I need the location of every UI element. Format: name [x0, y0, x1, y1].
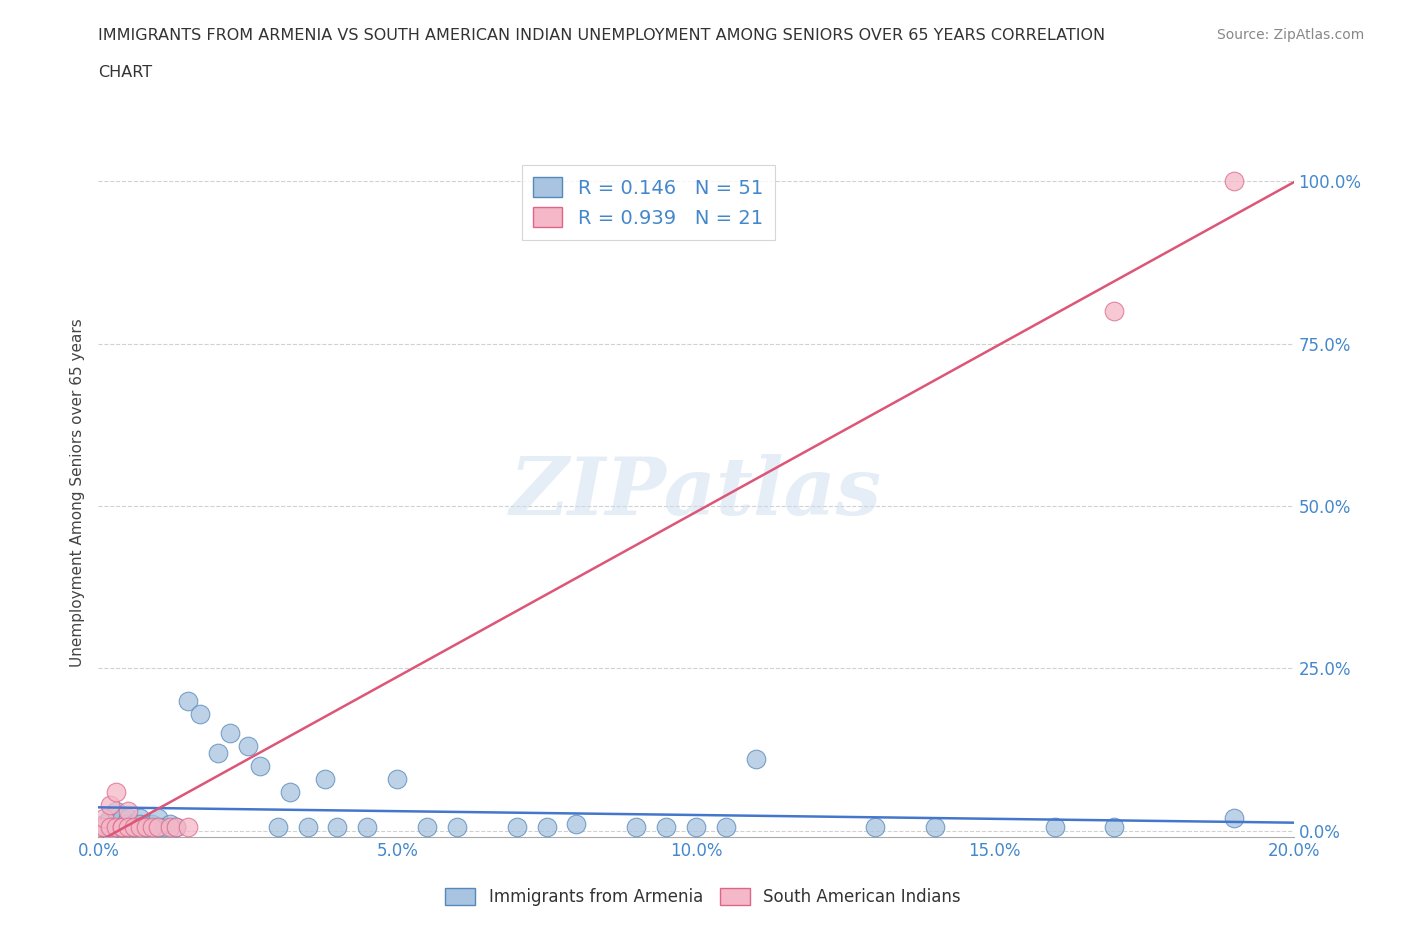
Point [655, 820, 678, 835]
Point [165, 820, 187, 835]
Point [249, 758, 271, 773]
Point [745, 751, 768, 766]
Point [105, 784, 128, 799]
Point [924, 820, 946, 835]
Text: IMMIGRANTS FROM ARMENIA VS SOUTH AMERICAN INDIAN UNEMPLOYMENT AMONG SENIORS OVER: IMMIGRANTS FROM ARMENIA VS SOUTH AMERICA… [98, 28, 1105, 43]
Point [111, 820, 134, 835]
Point [148, 820, 170, 835]
Point [177, 820, 200, 835]
Point [93, 820, 115, 835]
Point [93, 817, 115, 831]
Point [153, 820, 176, 835]
Point [124, 820, 146, 835]
Point [315, 771, 337, 786]
Point [177, 693, 200, 708]
Point [105, 820, 128, 835]
Point [714, 820, 737, 835]
Point [385, 771, 409, 786]
Legend: Immigrants from Armenia, South American Indians: Immigrants from Armenia, South American … [439, 881, 967, 912]
Point [159, 817, 181, 831]
Point [124, 820, 146, 835]
Point [100, 810, 122, 825]
Point [117, 804, 139, 818]
Point [124, 817, 146, 831]
Point [159, 820, 181, 835]
Point [536, 820, 558, 835]
Point [111, 820, 134, 835]
Point [356, 820, 378, 835]
Point [267, 820, 290, 835]
Point [685, 820, 707, 835]
Point [129, 820, 152, 835]
Point [1223, 810, 1246, 825]
Point [135, 820, 157, 835]
Point [117, 820, 139, 835]
Point [129, 810, 152, 825]
Point [1104, 820, 1126, 835]
Point [236, 738, 259, 753]
Point [111, 820, 134, 835]
Point [100, 797, 122, 812]
Point [165, 820, 187, 835]
Y-axis label: Unemployment Among Seniors over 65 years: Unemployment Among Seniors over 65 years [70, 319, 86, 668]
Point [865, 820, 887, 835]
Point [446, 820, 468, 835]
Point [626, 820, 648, 835]
Point [141, 817, 163, 831]
Legend: R = 0.146   N = 51, R = 0.939   N = 21: R = 0.146 N = 51, R = 0.939 N = 21 [522, 166, 775, 240]
Point [117, 810, 139, 825]
Text: ZIPatlas: ZIPatlas [510, 454, 882, 532]
Point [105, 817, 128, 831]
Text: Source: ZipAtlas.com: Source: ZipAtlas.com [1216, 28, 1364, 42]
Point [117, 820, 139, 835]
Point [148, 810, 170, 825]
Point [219, 725, 242, 740]
Text: CHART: CHART [98, 65, 152, 80]
Point [278, 784, 301, 799]
Point [105, 820, 128, 835]
Point [111, 810, 134, 825]
Point [1104, 304, 1126, 319]
Point [1043, 820, 1066, 835]
Point [148, 820, 170, 835]
Point [105, 804, 128, 818]
Point [100, 823, 122, 838]
Point [141, 820, 163, 835]
Point [506, 820, 529, 835]
Point [416, 820, 439, 835]
Point [1223, 174, 1246, 189]
Point [93, 820, 115, 835]
Point [565, 817, 588, 831]
Point [100, 820, 122, 835]
Point [207, 745, 229, 760]
Point [188, 706, 211, 721]
Point [93, 810, 115, 825]
Point [129, 817, 152, 831]
Point [135, 820, 157, 835]
Point [117, 817, 139, 831]
Point [87, 820, 110, 835]
Point [326, 820, 349, 835]
Point [297, 820, 319, 835]
